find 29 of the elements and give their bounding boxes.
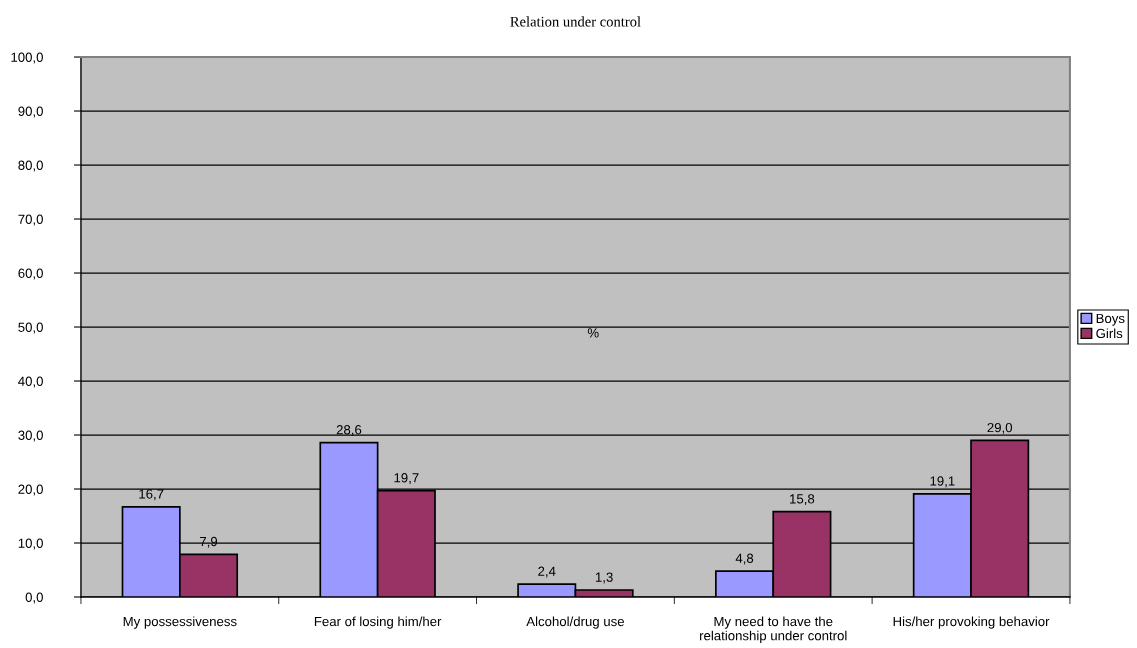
x-tick-label: Alcohol/drug use [526,616,624,629]
y-tick-label: 50,0 [18,322,43,334]
data-label: 15,8 [790,494,815,506]
annotation: % [587,328,599,338]
data-label: 29,0 [987,422,1013,434]
y-tick-label: 40,0 [18,376,43,388]
y-tick-label: 70,0 [18,214,43,226]
x-tick-label: Fear of losing him/her [314,616,442,629]
y-tick-label: 30,0 [18,430,43,442]
y-tick-label: 90,0 [18,106,43,118]
y-tick-label: 80,0 [18,160,43,172]
x-tick-label: My need to have the relationship under control [700,616,847,643]
legend-label: Boys [1096,313,1125,326]
data-label: 4,8 [735,553,754,565]
chart-title: Relation under control [510,16,641,27]
data-label: 28,6 [336,425,362,436]
y-tick-label: 60,0 [18,268,43,280]
x-tick-label: His/her provoking behavior [893,616,1050,629]
data-label: 19,1 [930,476,955,488]
y-tick-label: 0,0 [25,592,43,604]
data-label: 1,3 [595,572,613,584]
legend-label: Girls [1096,328,1123,339]
y-tick-label: 100,0 [11,52,43,64]
x-tick-label: My possessiveness [123,616,237,629]
data-label: 16,7 [139,489,164,501]
y-tick-label: 20,0 [18,484,43,496]
data-label: 19,7 [394,473,419,485]
y-tick-label: 10,0 [18,538,43,550]
data-label: 2,4 [538,566,556,578]
